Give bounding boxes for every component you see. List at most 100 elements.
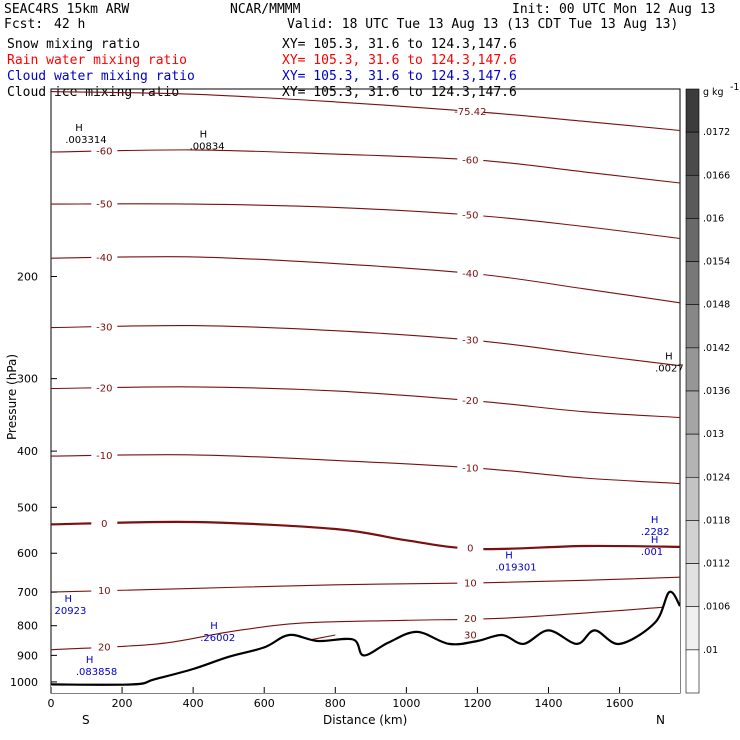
colorbar-tick-label: .0106 [703,602,730,613]
contour-line [51,386,680,419]
legend-entry: Cloud water mixing ratio [7,69,195,84]
colorbar-swatch [685,304,700,349]
axes: 0 200 400 600 800 1000 1200 1400 160020030040050… [10,271,634,710]
contour-label: -50 [462,211,478,222]
contour-label: -10 [462,463,478,474]
contour-label-bg [457,461,484,473]
contour-line [51,91,680,132]
contour-label-bg [91,145,118,157]
contour-label: -20 [462,396,478,407]
forecast-hour: 42 h [54,17,85,32]
contour-label-bg [457,628,484,640]
colorbar-tick-label: .0148 [703,300,730,311]
colorbar-unit: g kg [703,87,724,98]
x-tick-label: 200 [112,697,133,710]
contour-line [51,576,680,593]
colorbar-tick-label: .0136 [703,386,730,397]
x-tick-label: 800 [325,697,346,710]
contour-label: -60 [462,155,478,166]
max-marker: H [505,551,513,562]
contour-label-bg [91,251,118,263]
contour-label: -30 [96,322,112,333]
contour-label: 30 [464,630,477,641]
max-marker: H [75,123,83,134]
colorbar-tick-label: .013 [703,429,724,440]
contour-line [51,149,680,184]
contour-label: 10 [98,586,111,597]
x-tick-label: 400 [183,697,204,710]
max-value: .003314 [65,135,106,146]
model-title: SEAC4RS 15km ARW [4,2,129,17]
colorbar-tick-label: .0124 [703,472,730,483]
y-tick-label: 400 [17,445,38,458]
max-labels: H.003314H.00834H.0027H.2282H.001H.019301… [55,123,684,678]
colorbar-tick-label: .0142 [703,343,730,354]
contour-label: 0 [101,519,107,530]
endpoint-north: N [656,713,665,727]
max-marker: H [665,352,673,363]
contour-line [51,324,680,367]
contour-label-bg [91,640,118,652]
x-tick-label: 1200 [463,697,491,710]
x-tick-label: 600 [254,697,275,710]
max-value: .083858 [76,667,117,678]
contour-line [51,605,680,651]
x-axis-label: Distance (km) [323,713,407,727]
contour-label-bg [457,577,484,589]
contour-label: -30 [462,336,478,347]
contour-label-bg [457,209,484,221]
x-tick-label: 0 [48,697,55,710]
max-value: .26002 [200,633,235,644]
contour-label-bg [91,198,118,210]
colorbar-tick-label: .0166 [703,170,730,181]
colorbar-tick-label: .0118 [703,515,730,526]
contour-label-bg [91,320,118,332]
y-tick-label: 700 [17,586,38,599]
legend-transect: XY= 105.3, 31.6 to 124.3,147.6 [282,69,517,84]
legend-transect: XY= 105.3, 31.6 to 124.3,147.6 [282,53,517,68]
x-tick-label: 1600 [606,697,634,710]
max-value: .2282 [641,527,670,538]
max-marker: H [65,594,73,605]
colorbar-swatch [685,476,700,521]
endpoint-south: S [82,713,90,727]
contour-label-bg [457,542,484,554]
contour-label: 0 [467,544,473,555]
colorbar-swatch [685,261,700,306]
y-tick-label: 900 [17,649,38,662]
terrain-mask [51,591,680,693]
colorbar-swatch [685,131,700,176]
max-marker: H [210,621,218,632]
colorbar-swatch [685,347,700,392]
colorbar-swatch [685,433,700,478]
colorbar-swatch [685,649,700,694]
colorbar-tick-label: .0112 [703,559,730,570]
contour-label-bg [91,381,118,393]
colorbar: .0172 .0166 .016 .0154 .0148 .0142 .0136 .013 .0… [685,82,739,694]
max-value: 20923 [55,606,87,617]
contour-label-bg [457,105,484,117]
contour-label: -20 [96,383,112,394]
plot-frame [50,88,681,694]
y-axis-label: Pressure (hPa) [5,354,19,440]
contour-label: -75.42 [454,107,486,118]
forecast-label: Fcst: [4,17,43,32]
legend-transect: XY= 105.3, 31.6 to 124.3,147.6 [282,37,517,52]
terrain-line [51,590,680,686]
temperature-contours: -75.42 -60 -60 -50 -50 -40 -40 -30 -30 -20 -20 -10 -… [51,91,680,693]
y-tick-label: 1000 [10,676,38,689]
contour-label: -40 [96,253,112,264]
colorbar-tick-label: .0172 [703,127,730,138]
contour-label-bg [457,612,484,624]
max-marker: H [86,655,94,666]
contour-label-bg [457,267,484,279]
contour-line [51,203,680,240]
contour-label: -40 [462,269,478,280]
valid-time: Valid: 18 UTC Tue 13 Aug 13 (13 CDT Tue … [287,17,678,32]
contour-label-bg [457,394,484,406]
contour-label-bg [91,517,118,529]
contour-label: 20 [464,614,477,625]
colorbar-swatch [685,174,700,219]
colorbar-swatch [685,520,700,564]
colorbar-tick-label: .016 [703,213,724,224]
